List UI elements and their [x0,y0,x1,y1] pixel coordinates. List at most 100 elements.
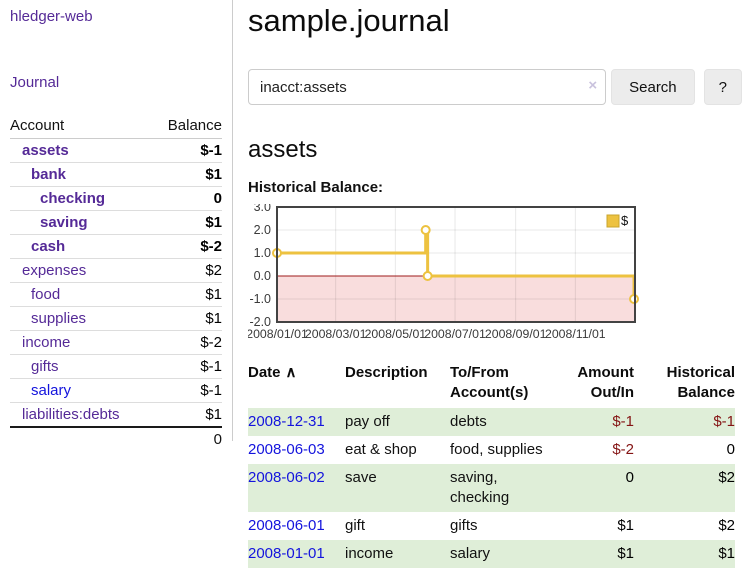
account-balance: $-1 [200,142,222,159]
brand-link[interactable]: hledger-web [10,8,93,25]
transaction-amount: $-1 [612,413,634,430]
sidebar-account-link[interactable]: bank [31,166,67,183]
search-button[interactable]: Search [611,69,695,105]
page-title: sample.journal [248,3,450,38]
transaction-amount: $1 [617,517,634,534]
account-balance: 0 [151,186,222,211]
accounts-table: Account Balance assets $-1 bank $1 checking 0… [10,118,222,451]
transaction-balance: $2 [718,469,735,486]
sidebar-account-link[interactable]: cash [31,238,66,255]
account-row: cash $-2 [10,234,222,259]
sidebar: hledger-web Journal Account Balance asse… [0,0,233,451]
historical-balance-chart: $3.0 2.0 1.0 0.0 -1.0 -2.0 2008/01/01 2008/03/0… [246,200,648,346]
account-balance: $1 [151,282,222,307]
accounts-col-balance: Balance [151,118,222,139]
account-row: saving $1 [10,210,222,235]
transaction-date-link[interactable]: 2008-12-31 [248,413,325,430]
transaction-accounts: saving, checking [450,469,510,506]
transaction-balance: $-1 [713,413,735,430]
txn-col-tofrom: To/From Account(s) [450,364,529,401]
txn-col-historical: Historical Balance [666,364,735,401]
transaction-date-link[interactable]: 2008-06-03 [248,441,325,458]
account-balance: $-1 [151,354,222,379]
txn-col-description: Description [345,364,428,381]
sidebar-account-link[interactable]: assets [22,142,69,159]
transaction-date-link[interactable]: 2008-06-01 [248,517,325,534]
sidebar-account-link[interactable]: checking [40,190,106,207]
transaction-amount: 0 [625,469,634,486]
journal-link[interactable]: Journal [10,74,60,91]
search-form: × Search ? [248,69,742,105]
transaction-balance: 0 [726,441,735,458]
transaction-accounts: gifts [450,517,478,534]
txn-col-date[interactable]: Date ∧ [248,364,297,381]
account-row: food $1 [10,282,222,307]
svg-text:2.0: 2.0 [254,223,271,237]
transaction-accounts: debts [450,413,487,430]
svg-text:2008/05/01: 2008/05/01 [365,327,427,341]
account-row: liabilities:debts $1 [10,402,222,427]
accounts-total-row: 0 [10,426,222,451]
transaction-description: eat & shop [345,441,417,458]
clear-search-icon[interactable]: × [588,77,598,94]
transaction-date-link[interactable]: 2008-06-02 [248,469,325,486]
account-balance: $1 [151,210,222,235]
journal-nav: Journal [10,74,222,92]
account-balance: $-2 [151,234,222,259]
sidebar-account-link[interactable]: supplies [31,310,87,327]
account-row: salary $-1 [10,378,222,403]
search-input[interactable] [248,69,607,105]
chart-label: Historical Balance: [248,179,384,196]
chart-canvas: $3.0 2.0 1.0 0.0 -1.0 -2.02008/01/012008/03/0… [246,200,640,341]
account-balance: $1 [151,162,222,187]
svg-text:3.0: 3.0 [254,204,271,214]
accounts-col-account: Account [10,118,152,139]
transaction-row: 2008-12-31 pay off debts $-1 $-1 [248,408,735,436]
app-brand: hledger-web [10,8,222,26]
svg-text:2008/07/01: 2008/07/01 [424,327,486,341]
account-row: assets $-1 [10,139,222,163]
transaction-balance: $1 [718,545,735,562]
main-content: sample.journal × Search ? assets Histori… [246,0,742,568]
sort-asc-icon: ∧ [285,364,297,381]
transaction-accounts: food, supplies [450,441,543,458]
svg-text:0.0: 0.0 [254,269,271,283]
account-balance: $1 [151,402,222,427]
account-row: bank $1 [10,162,222,187]
account-balance: $-2 [151,330,222,355]
svg-text:-2.0: -2.0 [249,315,271,329]
account-row: supplies $1 [10,306,222,331]
svg-text:2008/11/01: 2008/11/01 [545,327,606,341]
svg-text:2008/01/01: 2008/01/01 [248,327,308,341]
transaction-description: gift [345,517,366,534]
sidebar-account-link[interactable]: expenses [22,262,87,279]
transaction-balance: $2 [718,517,735,534]
account-balance: $2 [151,258,222,283]
transaction-amount: $-2 [612,441,634,458]
transaction-description: save [345,469,377,486]
transaction-description: income [345,545,394,562]
sidebar-account-link[interactable]: liabilities:debts [22,406,120,423]
transaction-accounts: salary [450,545,491,562]
transaction-row: 2008-06-01 gift gifts $1 $2 [248,512,735,540]
sidebar-account-link[interactable]: salary [31,382,72,399]
sidebar-account-link[interactable]: income [22,334,71,351]
sidebar-account-link[interactable]: food [31,286,61,303]
transactions-table: Date ∧ Description To/From Account(s) Amount… [248,363,735,568]
svg-text:-1.0: -1.0 [249,292,271,306]
svg-text:2008/03/01: 2008/03/01 [305,327,367,341]
account-row: income $-2 [10,330,222,355]
transaction-description: pay off [345,413,390,430]
account-row: checking 0 [10,186,222,211]
help-button[interactable]: ? [703,69,742,105]
transaction-row: 2008-06-03 eat & shop food, supplies $-2 0 [248,436,735,464]
transaction-amount: $1 [617,545,634,562]
accounts-total-value: 0 [151,426,222,451]
txn-col-amount: Amount Out/In [577,364,634,401]
svg-text:1.0: 1.0 [254,246,271,260]
transaction-row: 2008-01-01 income salary $1 $1 [248,540,735,568]
transaction-date-link[interactable]: 2008-01-01 [248,545,325,562]
account-row: gifts $-1 [10,354,222,379]
sidebar-account-link[interactable]: gifts [31,358,59,375]
sidebar-account-link[interactable]: saving [40,214,88,231]
